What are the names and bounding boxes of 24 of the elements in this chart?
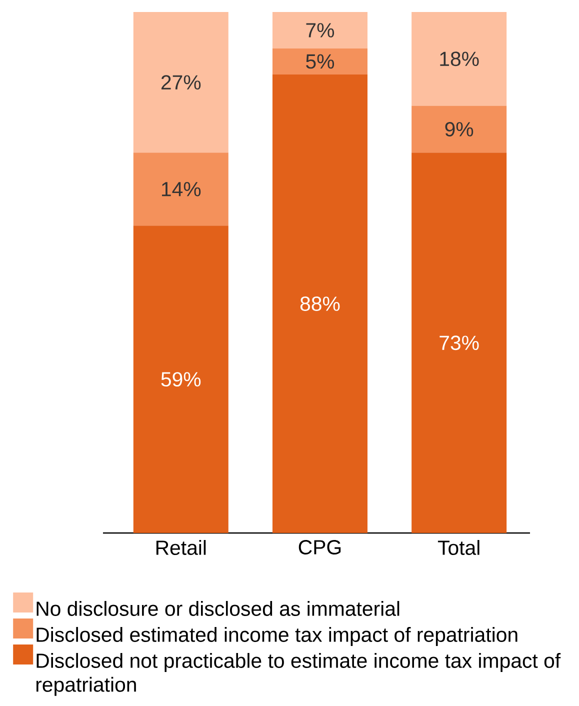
data-label: 73% xyxy=(440,336,479,350)
data-label: 27% xyxy=(161,75,201,90)
legend-label: Disclosed estimated income tax impact of repatriation xyxy=(36,626,518,646)
data-label: 18% xyxy=(440,52,479,66)
data-label: 59% xyxy=(161,372,201,387)
bar xyxy=(412,152,507,533)
bar xyxy=(272,74,368,533)
x-tick-label: Total xyxy=(438,540,480,556)
bar xyxy=(272,48,368,75)
bar xyxy=(272,12,368,48)
data-label: 5% xyxy=(306,54,334,69)
data-label: 14% xyxy=(162,182,201,196)
legend-label: Disclosed not practicable to estimate income tax impact of repatriation xyxy=(36,652,561,696)
data-label: 9% xyxy=(445,122,474,136)
bar xyxy=(412,12,507,106)
bar xyxy=(133,152,228,226)
data-label: 88% xyxy=(300,296,340,311)
bar xyxy=(412,106,507,153)
bar xyxy=(133,12,228,153)
x-tick-label: CPG xyxy=(298,540,341,554)
x-tick-label: Retail xyxy=(156,540,206,556)
bar xyxy=(133,226,228,533)
legend-label: No disclosure or disclosed as immaterial xyxy=(36,600,400,616)
data-label: 7% xyxy=(306,23,334,38)
